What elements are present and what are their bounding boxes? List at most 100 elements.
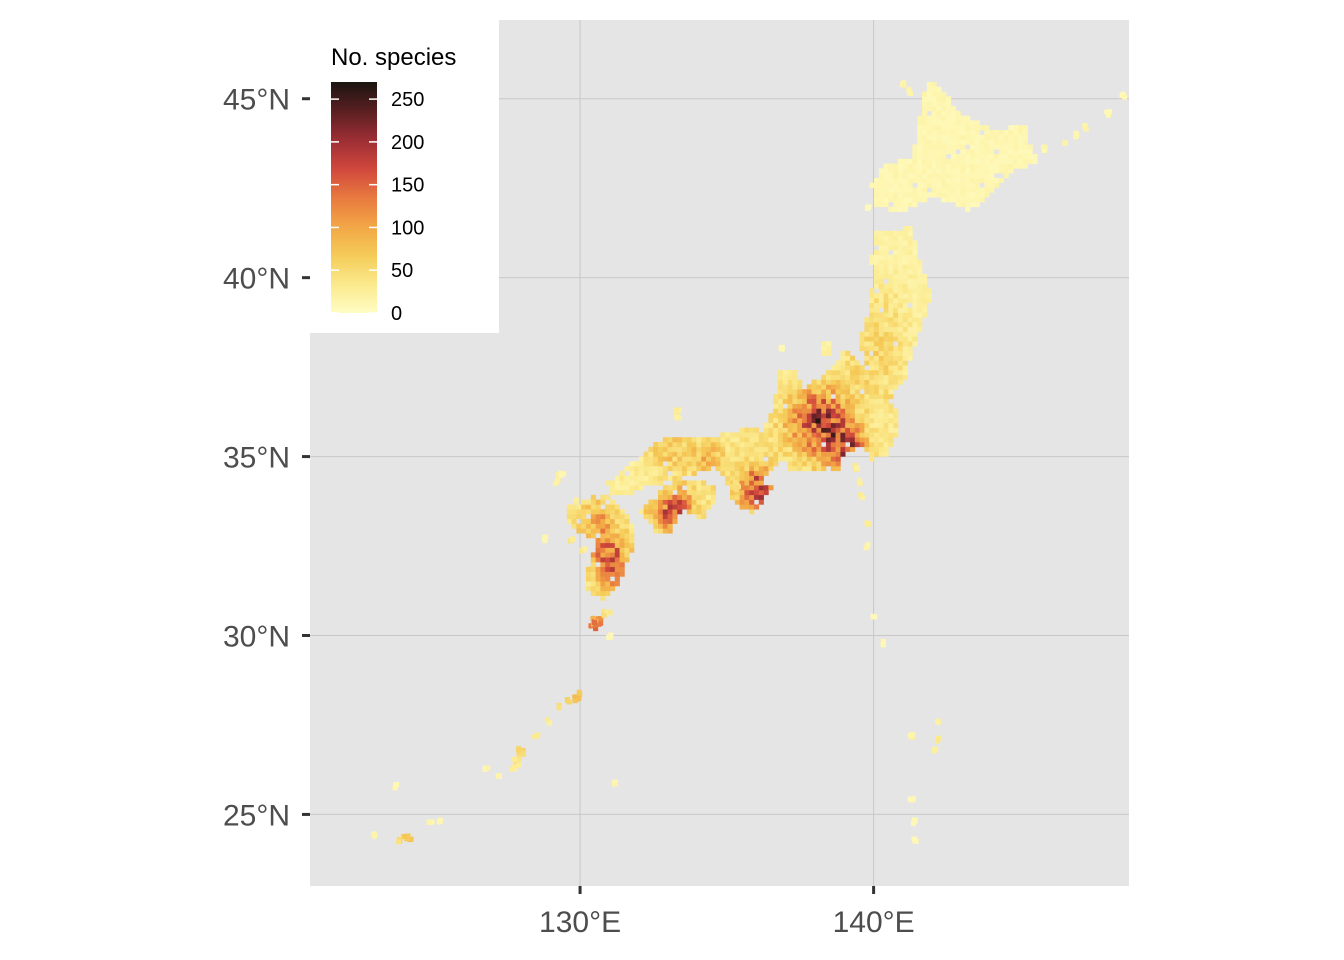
species-cell (984, 163, 990, 169)
species-cell (744, 451, 750, 457)
species-cell (749, 437, 755, 443)
species-cell (974, 173, 980, 179)
species-cell (941, 125, 947, 131)
species-cell (912, 331, 918, 337)
species-cell (682, 504, 688, 510)
species-cell (821, 341, 827, 347)
species-cell (922, 149, 928, 155)
species-cell (859, 403, 865, 409)
species-cell (686, 442, 692, 448)
species-cell (605, 581, 611, 587)
species-cell (605, 528, 611, 534)
species-cell (902, 230, 908, 236)
species-cell (950, 115, 956, 121)
species-cell (778, 456, 784, 462)
species-cell (864, 360, 870, 366)
species-cell (691, 446, 697, 452)
species-cell (936, 139, 942, 145)
species-cell (970, 144, 976, 150)
species-cell (773, 427, 779, 433)
species-cell (941, 168, 947, 174)
species-cell (576, 504, 582, 510)
species-cell (893, 283, 899, 289)
legend-tick-label: 0 (391, 303, 402, 325)
species-cell (955, 173, 961, 179)
species-cell (946, 139, 952, 145)
species-cell (653, 523, 659, 529)
species-cell (835, 466, 841, 472)
species-cell (614, 538, 620, 544)
species-cell (768, 451, 774, 457)
species-cell (878, 269, 884, 275)
species-cell (730, 446, 736, 452)
species-cell (601, 612, 607, 618)
species-cell (974, 197, 980, 203)
species-cell (778, 422, 784, 428)
species-cell (662, 442, 668, 448)
species-cell (778, 427, 784, 433)
species-cell (605, 533, 611, 539)
species-cell (1013, 134, 1019, 140)
species-cell (869, 384, 875, 390)
species-cell (888, 264, 894, 270)
species-cell (893, 317, 899, 323)
species-cell (869, 293, 875, 299)
species-cell (883, 408, 889, 414)
species-cell (883, 446, 889, 452)
species-cell (893, 293, 899, 299)
species-cell (854, 379, 860, 385)
species-cell (739, 470, 745, 476)
species-cell (821, 422, 827, 428)
species-cell (888, 302, 894, 308)
species-cell (758, 442, 764, 448)
species-cell (984, 149, 990, 155)
species-cell (821, 437, 827, 443)
species-cell (912, 288, 918, 294)
species-cell (902, 278, 908, 284)
species-cell (677, 451, 683, 457)
species-cell (773, 461, 779, 467)
species-cell (984, 182, 990, 188)
species-cell (763, 451, 769, 457)
species-grid-cells (371, 80, 1128, 845)
species-cell (749, 446, 755, 452)
species-cell (893, 370, 899, 376)
species-cell (926, 82, 932, 88)
species-cell (744, 475, 750, 481)
species-cell (946, 187, 952, 193)
species-cell (682, 456, 688, 462)
species-cell (677, 437, 683, 443)
species-cell (898, 379, 904, 385)
species-cell (830, 408, 836, 414)
species-cell (758, 499, 764, 505)
species-cell (907, 298, 913, 304)
species-cell (672, 494, 678, 500)
species-cell (605, 518, 611, 524)
species-cell (922, 163, 928, 169)
species-cell (826, 384, 832, 390)
species-cell (893, 259, 899, 265)
species-cell (893, 336, 899, 342)
species-cell (674, 414, 680, 420)
species-cell (878, 302, 884, 308)
species-cell (933, 746, 939, 752)
species-cell (898, 341, 904, 347)
species-cell (883, 269, 889, 275)
species-cell (802, 437, 808, 443)
y-tick-label: 45°N (223, 84, 290, 117)
species-cell (744, 427, 750, 433)
species-cell (970, 158, 976, 164)
species-cell (984, 178, 990, 184)
species-cell (595, 542, 601, 548)
species-cell (974, 154, 980, 160)
species-cell (658, 518, 664, 524)
species-cell (917, 326, 923, 332)
species-cell (600, 494, 606, 500)
species-cell (782, 374, 788, 380)
species-cell (984, 125, 990, 131)
species-cell (715, 451, 721, 457)
species-cell (773, 451, 779, 457)
species-cell (912, 312, 918, 318)
species-cell (619, 490, 625, 496)
species-cell (696, 437, 702, 443)
